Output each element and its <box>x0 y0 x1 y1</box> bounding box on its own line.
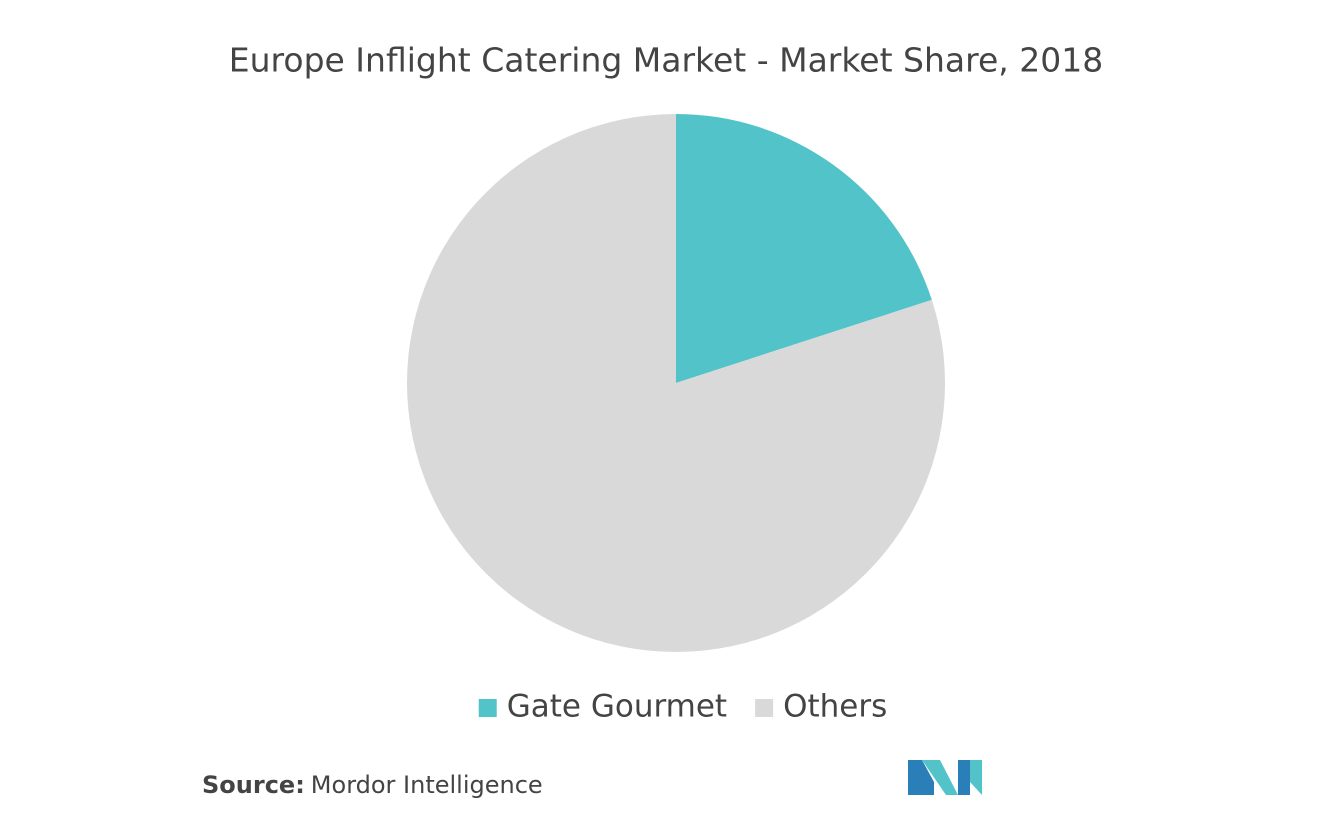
legend: Gate Gourmet Others <box>478 689 887 725</box>
logo-shape <box>970 760 982 795</box>
pie-slice <box>676 114 932 383</box>
logo-shape <box>922 760 958 795</box>
logo-shape <box>958 760 970 795</box>
legend-swatch <box>478 699 497 717</box>
chart-title: Europe Inflight Catering Market - Market… <box>229 41 1103 80</box>
source-text: Mordor Intelligence <box>311 771 543 799</box>
logo-shape <box>908 760 934 795</box>
legend-label: Others <box>783 689 887 725</box>
legend-label: Gate Gourmet <box>507 689 727 725</box>
source-label: Source: <box>202 771 305 799</box>
pie-slice <box>407 114 946 652</box>
logo <box>908 760 982 795</box>
source: Source: Mordor Intelligence <box>202 771 543 799</box>
legend-swatch <box>755 699 774 717</box>
